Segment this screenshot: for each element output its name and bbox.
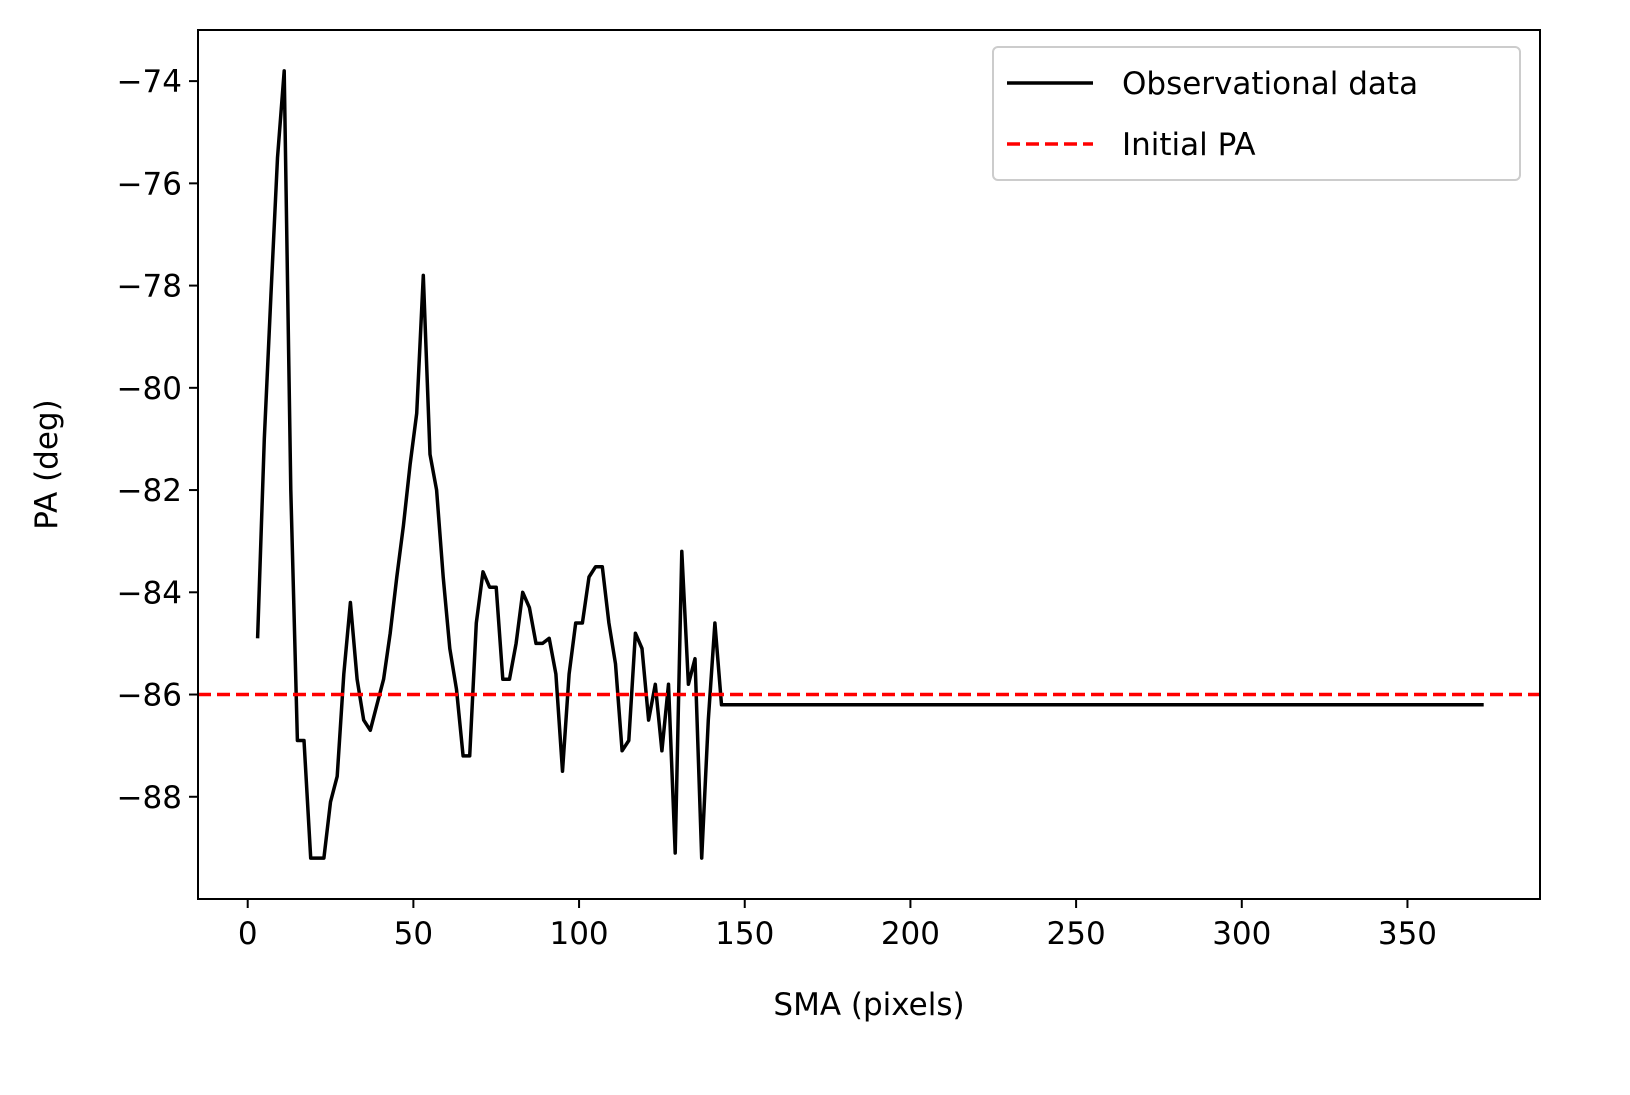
y-tick-label: −82 (117, 473, 182, 509)
x-tick-label: 0 (238, 916, 258, 952)
y-tick-label: −88 (117, 780, 182, 816)
plot-frame (197, 29, 1541, 900)
x-tick-label: 250 (1047, 916, 1106, 952)
y-tick-label: −74 (117, 64, 182, 100)
legend: Observational data Initial PA (992, 46, 1521, 181)
y-tick-label: −80 (117, 371, 182, 407)
x-tick-label: 100 (549, 916, 608, 952)
y-axis-label: PA (deg) (29, 399, 65, 529)
plot-area (198, 69, 1540, 860)
y-tick-label: −76 (117, 166, 182, 202)
legend-box (992, 46, 1521, 181)
legend-label-initial-pa: Initial PA (1122, 127, 1256, 163)
y-axis-ticks: −74 −76 −78 −80 −82 −84 −86 −88 (117, 64, 198, 816)
x-tick-label: 150 (715, 916, 774, 952)
x-tick-label: 350 (1378, 916, 1437, 952)
x-tick-label: 300 (1212, 916, 1271, 952)
x-axis-label: SMA (pixels) (773, 987, 964, 1023)
series-line-observational-data (255, 69, 1484, 860)
y-tick-label: −86 (117, 678, 182, 714)
legend-label-observational-data: Observational data (1122, 66, 1418, 102)
x-tick-label: 50 (394, 916, 433, 952)
y-tick-label: −84 (117, 575, 182, 611)
x-tick-label: 200 (881, 916, 940, 952)
x-axis-ticks: 0 50 100 150 200 250 300 350 (238, 899, 1437, 952)
y-tick-label: −78 (117, 269, 182, 305)
